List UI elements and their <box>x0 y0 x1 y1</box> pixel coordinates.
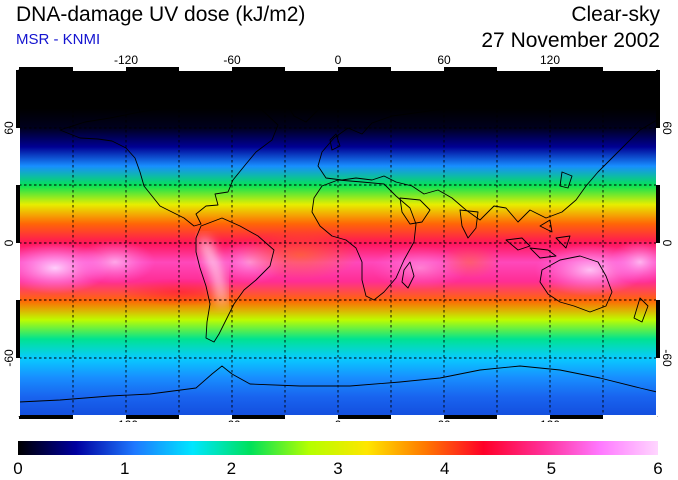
greenland-coast <box>279 75 334 123</box>
date-label: 27 November 2002 <box>481 29 660 52</box>
arabia-coast <box>399 197 431 225</box>
lat-label-left-60: 60 <box>2 121 16 135</box>
lon-label-bottom-minus120: -120 <box>114 418 138 422</box>
lon-label-top-0: 0 <box>335 53 342 67</box>
source-label: MSR - KNMI <box>16 31 101 48</box>
british-isles-coast <box>329 133 341 151</box>
new-zealand-coast <box>633 297 649 323</box>
japan-coast <box>559 171 573 189</box>
north-america-coast <box>59 101 279 227</box>
map-title: DNA-damage UV dose (kJ/m2) <box>16 3 306 26</box>
lon-label-bottom-0: 0 <box>335 418 342 422</box>
graticule <box>19 70 657 416</box>
colorbar-tick-6: 6 <box>653 459 662 478</box>
eurasia-coast <box>317 95 657 223</box>
lon-label-top-minus120: -120 <box>114 53 138 67</box>
antarctica-coast <box>19 365 657 403</box>
indonesia-coast <box>505 219 571 259</box>
lon-label-bottom-minus60: -60 <box>223 418 241 422</box>
colorbar-tick-3: 3 <box>333 459 342 478</box>
colorbar-tick-2: 2 <box>227 459 236 478</box>
lon-label-bottom-60: 60 <box>437 418 451 422</box>
australia-coast <box>539 255 613 313</box>
lon-label-top-60: 60 <box>437 53 451 67</box>
africa-coast <box>311 179 417 301</box>
lat-label-right-minus60: -60 <box>660 349 674 367</box>
lon-label-top-minus60: -60 <box>223 53 241 67</box>
lon-label-bottom-120: 120 <box>540 418 560 422</box>
lat-label-left-0: 0 <box>2 239 16 246</box>
uv-dose-map: -120 -60 0 60 120 -120 -60 0 60 120 60 0… <box>2 53 674 422</box>
sky-condition-label: Clear-sky <box>571 3 660 26</box>
lat-label-right-0: 0 <box>660 240 674 247</box>
colorbar-strip <box>18 441 658 455</box>
madagascar-coast <box>401 261 415 289</box>
axis-tick-bars <box>16 67 660 419</box>
lon-label-top-120: 120 <box>540 53 560 67</box>
colorbar-tick-5: 5 <box>547 459 556 478</box>
coastlines <box>19 75 657 403</box>
lat-label-right-60: 60 <box>660 121 674 135</box>
colorbar-tick-1: 1 <box>120 459 129 478</box>
colorbar: 0 1 2 3 4 5 6 <box>13 441 663 478</box>
lat-label-left-minus60: -60 <box>2 349 16 367</box>
colorbar-tick-4: 4 <box>440 459 449 478</box>
india-coast <box>459 209 479 239</box>
colorbar-tick-0: 0 <box>13 459 22 478</box>
south-america-coast <box>195 217 275 343</box>
